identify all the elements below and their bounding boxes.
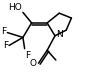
Text: F: F — [3, 41, 8, 50]
Text: N: N — [56, 30, 63, 39]
Text: F: F — [25, 51, 31, 60]
Text: F: F — [1, 27, 6, 36]
Text: HO: HO — [8, 3, 22, 12]
Text: O: O — [30, 59, 37, 68]
